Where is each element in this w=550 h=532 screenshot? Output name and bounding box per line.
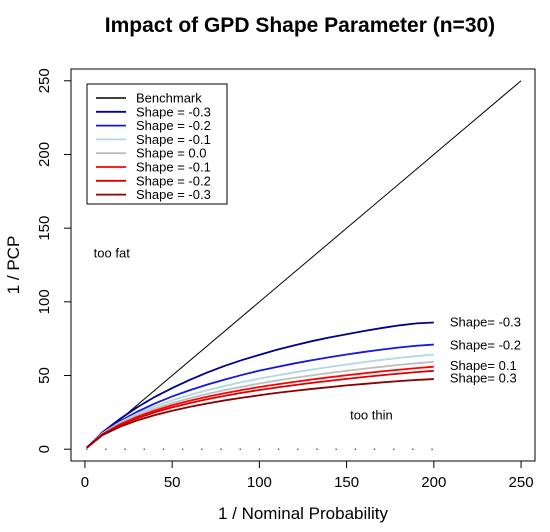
y-axis: 0 50 100 150 200 250 <box>36 68 71 453</box>
series-line-3 <box>86 353 434 449</box>
end-label-2: Shape= -0.2 <box>450 337 521 352</box>
baseline-dot <box>220 448 222 451</box>
legend-label: Shape = -0.1 <box>136 132 211 147</box>
legend-label: Shape = -0.1 <box>136 160 211 175</box>
baseline-dot <box>201 448 203 451</box>
x-tick-label: 0 <box>81 474 89 491</box>
series-line-7 <box>86 378 434 449</box>
x-tick-label: 50 <box>164 474 181 491</box>
y-tick-label: 0 <box>36 445 53 453</box>
series-line-1 <box>86 321 434 449</box>
baseline-dot <box>124 448 126 451</box>
legend-label: Shape = -0.3 <box>136 187 211 202</box>
end-label-1: Shape= -0.3 <box>450 314 521 329</box>
baseline-dot <box>392 448 395 451</box>
baseline-dot <box>181 448 184 451</box>
x-tick-label: 100 <box>247 474 272 491</box>
baseline-dot <box>412 448 414 451</box>
baseline-dot <box>85 448 88 451</box>
y-tick-label: 100 <box>36 289 53 314</box>
baseline-dot <box>373 448 376 451</box>
baseline-dot <box>277 448 280 451</box>
y-axis-title: 1 / PCP <box>4 236 23 295</box>
baseline-dot <box>105 448 107 451</box>
end-label-4: Shape= 0.3 <box>450 370 517 385</box>
legend-label: Benchmark <box>136 91 202 106</box>
baseline-dot <box>258 448 261 451</box>
legend-label: Shape = -0.2 <box>136 118 211 133</box>
x-axis-title: 1 / Nominal Probability <box>218 504 389 523</box>
legend-label: Shape = -0.3 <box>136 104 211 119</box>
end-label-3: Shape= 0.1 <box>450 358 517 373</box>
baseline-dot <box>431 448 433 451</box>
baseline-dot <box>354 448 357 451</box>
chart-title: Impact of GPD Shape Parameter (n=30) <box>105 14 495 37</box>
baseline-dot <box>316 448 318 451</box>
legend-label: Shape = 0.0 <box>136 146 206 161</box>
annotations: too fat too thin <box>94 246 393 423</box>
series-line-4 <box>86 360 434 449</box>
baseline-dot <box>296 448 299 451</box>
annotation-1: too fat <box>94 246 131 261</box>
baseline-dot <box>162 448 165 451</box>
y-tick-label: 200 <box>36 142 53 167</box>
series-line-6 <box>86 369 434 449</box>
series-line-benchmark <box>86 80 522 449</box>
y-tick-label: 150 <box>36 216 53 241</box>
x-tick-label: 150 <box>334 474 359 491</box>
x-axis: 0 50 100 150 200 250 <box>81 461 534 491</box>
x-tick-label: 250 <box>509 474 534 491</box>
baseline-dot <box>143 448 146 451</box>
baseline-dot <box>335 448 337 451</box>
series-lines <box>86 80 522 449</box>
legend-box <box>86 83 228 205</box>
baseline-dot <box>239 448 242 451</box>
legend-label: Shape = -0.2 <box>136 173 211 188</box>
series-line-5 <box>86 365 434 449</box>
y-tick-label: 50 <box>36 367 53 384</box>
x-tick-label: 200 <box>421 474 446 491</box>
series-line-2 <box>86 343 434 449</box>
annotation-2: too thin <box>350 408 393 423</box>
y-tick-label: 250 <box>36 68 53 93</box>
plot-frame <box>70 68 536 462</box>
dotted-baseline <box>85 448 433 451</box>
